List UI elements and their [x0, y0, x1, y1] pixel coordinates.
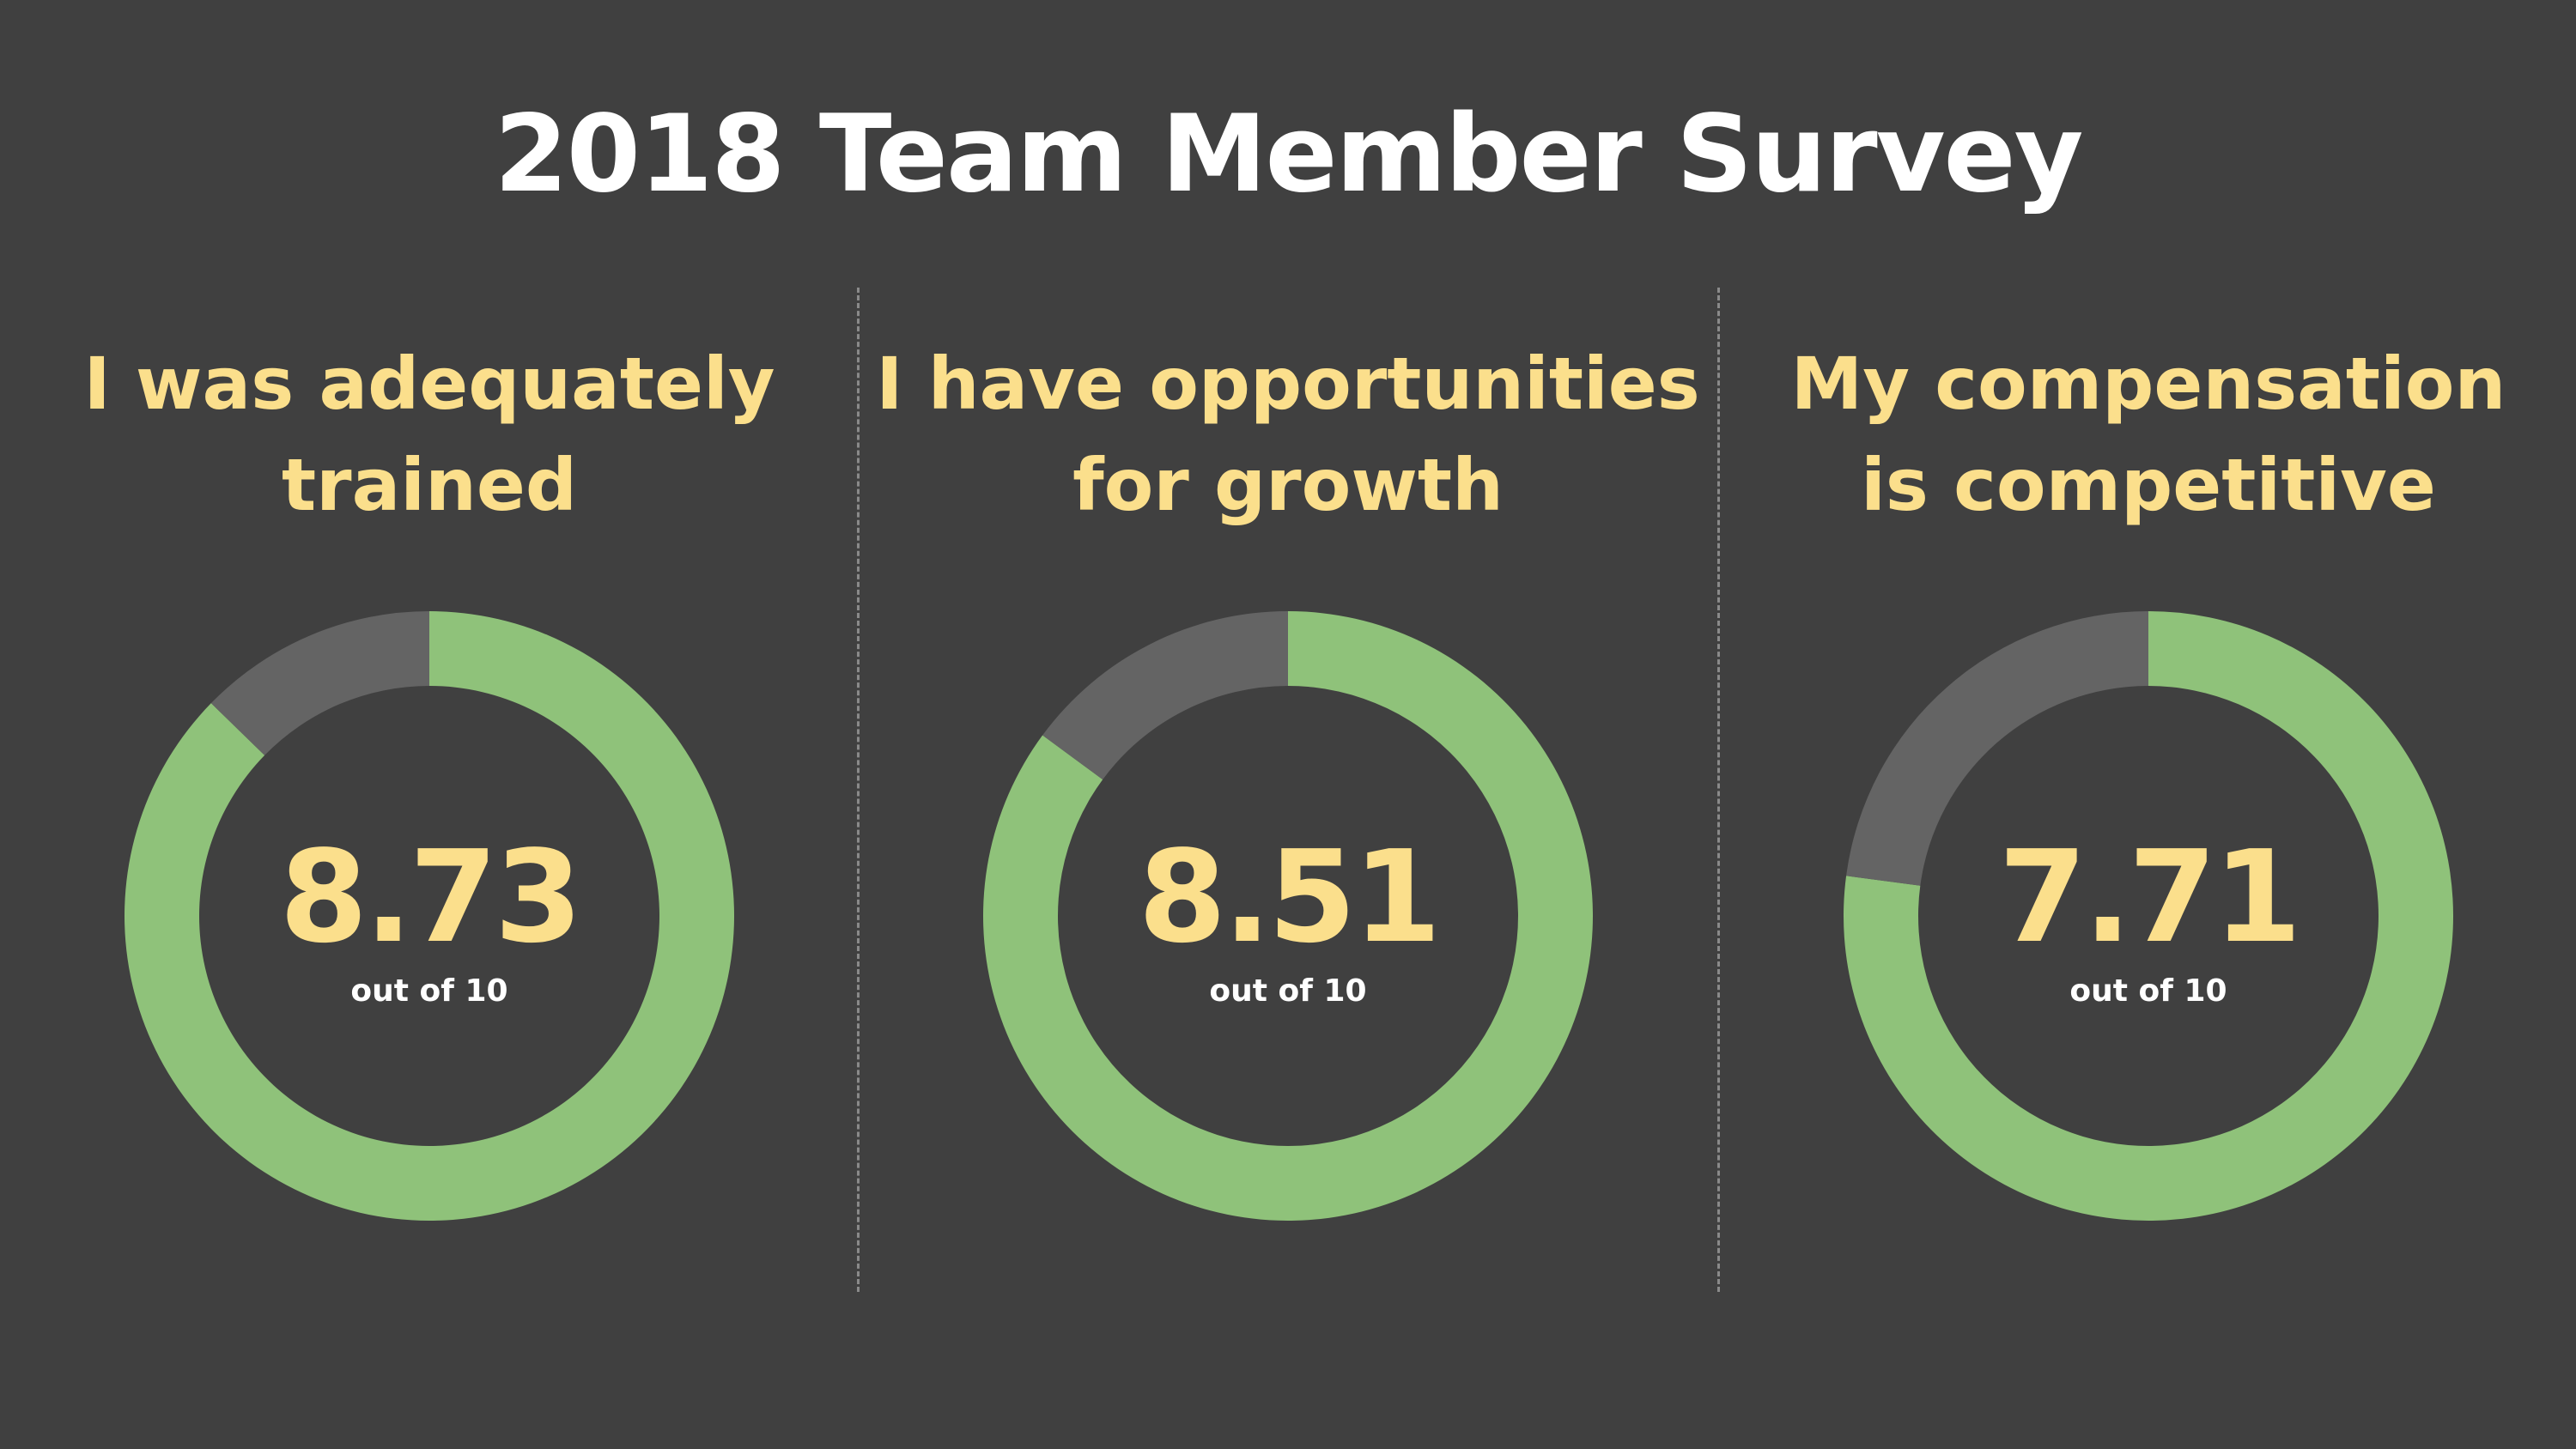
- panel-title: I was adequately trained: [0, 333, 859, 536]
- column-divider: [857, 288, 860, 1292]
- score-scale-label: out of 10: [350, 973, 508, 1009]
- panel-title-line: trained: [282, 443, 577, 527]
- survey-panel-training: I was adequately trained 8.73 out of 10: [0, 0, 859, 1449]
- score-donut-chart: [983, 611, 1593, 1221]
- score-donut-chart: [1844, 611, 2453, 1221]
- score-value: 8.73: [279, 823, 582, 971]
- survey-panel-compensation: My compensation is competitive 7.71 out …: [1719, 0, 2576, 1449]
- page-title: 2018 Team Member Survey: [494, 93, 2084, 216]
- panel-title: My compensation is competitive: [1719, 333, 2576, 536]
- panel-title-line: My compensation: [1790, 342, 2506, 426]
- panel-title-line: I have opportunities: [876, 342, 1700, 426]
- donut-remainder-segment: [210, 611, 429, 755]
- score-scale-label: out of 10: [1209, 973, 1367, 1009]
- panel-title: I have opportunities for growth: [859, 333, 1717, 536]
- score-value: 8.51: [1138, 823, 1441, 971]
- donut-remainder-segment: [1042, 611, 1288, 780]
- score-scale-label: out of 10: [2069, 973, 2227, 1009]
- donut-remainder-segment: [1846, 611, 2148, 886]
- panel-title-line: for growth: [1072, 443, 1504, 527]
- panel-title-line: I was adequately: [83, 342, 775, 426]
- panel-title-line: is competitive: [1861, 443, 2436, 527]
- score-donut-chart: [125, 611, 734, 1221]
- score-value: 7.71: [1998, 823, 2301, 971]
- survey-panel-growth: I have opportunities for growth 8.51 out…: [859, 0, 1717, 1449]
- column-divider: [1717, 288, 1720, 1292]
